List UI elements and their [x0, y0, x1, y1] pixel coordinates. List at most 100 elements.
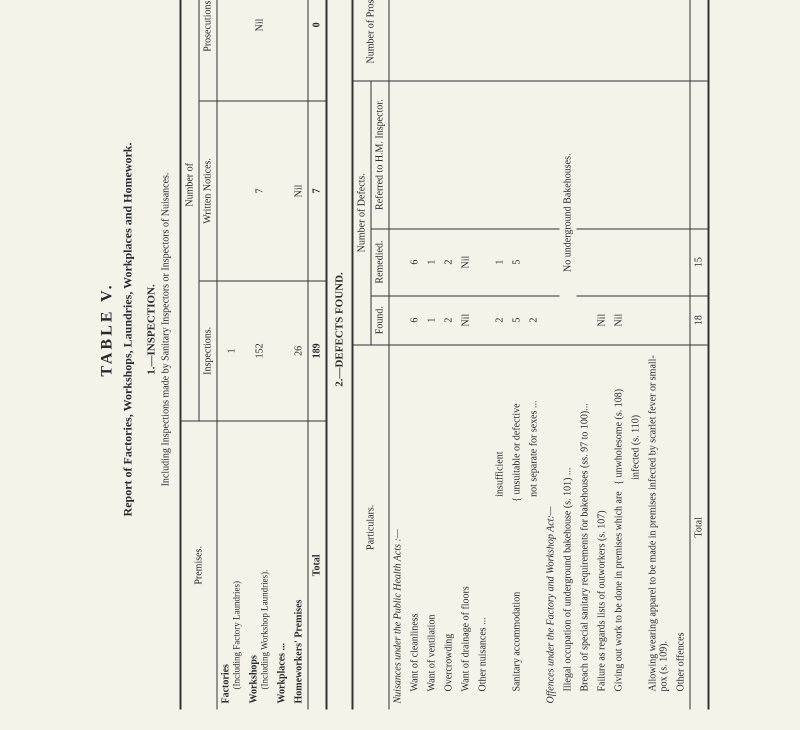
table-row: insufficient21	[492, 0, 509, 710]
particulars-cell: Breach of special sanitary requirements …	[577, 345, 594, 710]
found-cell: 6	[407, 296, 424, 345]
col-remedied: Remedied.	[371, 229, 389, 296]
table-row: Other nuisances ...	[475, 0, 492, 710]
prosec-cell	[492, 0, 509, 81]
total-referred	[690, 81, 709, 229]
table-row: Giving out work to be done in premises w…	[611, 0, 628, 710]
prosecutions-cell	[291, 0, 309, 101]
referred-cell	[611, 81, 628, 229]
written-cell	[274, 101, 291, 281]
remedied-cell: 1	[424, 229, 441, 296]
total-written: 7	[308, 101, 327, 281]
total-inspections: 189	[308, 281, 327, 421]
col-referred: Referred to H.M. Inspector.	[371, 81, 389, 229]
table-row: Sanitary accommodation { unsuitable or d…	[509, 0, 526, 710]
remedied-cell	[594, 229, 611, 296]
table-row: Want of drainage of floorsNilNil	[458, 0, 475, 710]
total-label: Total	[690, 345, 709, 710]
particulars-cell: not separate for sexes ...	[526, 345, 543, 710]
inspections-cell: 1	[217, 281, 246, 421]
particulars-cell: Want of ventilation	[424, 345, 441, 710]
prosec-cell	[424, 0, 441, 81]
particulars-cell: Failure as regards lists of outworkers (…	[594, 345, 611, 710]
prosecutions-cell	[274, 0, 291, 101]
table-row: Allowing wearing apparel to be made in p…	[645, 0, 673, 710]
referred-cell	[628, 81, 645, 229]
col-prosec: Number of Prosecutions	[353, 0, 390, 81]
prosec-cell	[560, 0, 577, 81]
written-cell: Nil	[291, 101, 309, 281]
total-label: Total	[308, 421, 327, 710]
referred-cell	[492, 81, 509, 229]
particulars-cell: Other offences	[673, 345, 691, 710]
col-inspections: Inspections.	[199, 281, 217, 421]
referred-cell	[673, 81, 691, 229]
remedied-cell	[628, 229, 645, 296]
found-cell: 2	[441, 296, 458, 345]
prosec-cell	[645, 0, 673, 81]
page: TABLE V. Report of Factories, Workshops,…	[99, 0, 710, 710]
col-numberof: Number of	[181, 0, 200, 421]
section1-sub: Including Inspections made by Sanitary I…	[161, 0, 172, 710]
particulars-cell: Want of drainage of floors	[458, 345, 475, 710]
prosec-cell	[611, 0, 628, 81]
section2-heading: 2.—DEFECTS FOUND.	[334, 0, 346, 710]
particulars-cell: Other nuisances ...	[475, 345, 492, 710]
referred-cell	[645, 81, 673, 229]
premises-cell: Factories(Including Factory Laundries)	[217, 421, 246, 710]
prosecutions-cell: Nil	[246, 0, 274, 101]
section1-heading: 1.—INSPECTION.	[146, 0, 158, 710]
premises-cell: Workshops(Including Workshop Laundries).	[246, 421, 274, 710]
table-row: Workshops(Including Workshop Laundries).…	[246, 0, 274, 710]
remedied-cell	[611, 229, 628, 296]
inspections-cell	[274, 281, 291, 421]
table-row: Failure as regards lists of outworkers (…	[594, 0, 611, 710]
prosec-cell	[441, 0, 458, 81]
particulars-cell: Giving out work to be done in premises w…	[611, 345, 628, 710]
remedied-cell	[475, 229, 492, 296]
found-cell: Nil	[458, 296, 475, 345]
remedied-cell	[526, 229, 543, 296]
table-row: Illegal occupation of underground bakeho…	[560, 0, 577, 710]
particulars-cell: Overcrowding	[441, 345, 458, 710]
written-cell	[217, 101, 246, 281]
found-cell	[475, 296, 492, 345]
particulars-cell: Sanitary accommodation { unsuitable or d…	[509, 345, 526, 710]
table-row: not separate for sexes ...2	[526, 0, 543, 710]
col-particulars: Particulars.	[353, 345, 390, 710]
table-row: Homeworkers' Premises26Nil	[291, 0, 309, 710]
found-cell: Nil	[611, 296, 628, 345]
prosec-cell	[526, 0, 543, 81]
col-written: Written Notices.	[199, 101, 217, 281]
prosec-cell	[594, 0, 611, 81]
particulars-cell: Illegal occupation of underground bakeho…	[560, 345, 577, 710]
premises-cell: Workplaces ...	[274, 421, 291, 710]
inspection-table: Premises. Number of Inspections. Written…	[180, 0, 328, 710]
remedied-cell	[673, 229, 691, 296]
found-cell: 2	[492, 296, 509, 345]
table-row: Breach of special sanitary requirements …	[577, 0, 594, 710]
remedied-cell: 5	[509, 229, 526, 296]
referred-cell	[475, 81, 492, 229]
total-found: 18	[690, 296, 709, 345]
group-row: Offences under the Factory and Workshop …	[543, 0, 560, 710]
inspections-cell: 152	[246, 281, 274, 421]
premises-cell: Homeworkers' Premises	[291, 421, 309, 710]
table-row: Want of cleanliness66	[407, 0, 424, 710]
group-label: Offences under the Factory and Workshop …	[543, 345, 560, 710]
group-row: Nuisances under the Public Health Acts :…	[389, 0, 407, 710]
particulars-cell: infected (s. 110)	[628, 345, 645, 710]
prosec-cell	[475, 0, 492, 81]
remedied-cell: 1	[492, 229, 509, 296]
group-label: Nuisances under the Public Health Acts :…	[389, 345, 407, 710]
particulars-cell: Want of cleanliness	[407, 345, 424, 710]
inspections-cell: 26	[291, 281, 309, 421]
remedied-cell: 6	[407, 229, 424, 296]
remedied-cell: 2	[441, 229, 458, 296]
col-premises: Premises.	[181, 421, 218, 710]
table-subtitle: Report of Factories, Workshops, Laundrie…	[121, 0, 136, 710]
referred-cell	[458, 81, 475, 229]
prosec-cell	[577, 0, 594, 81]
particulars-cell: insufficient	[492, 345, 509, 710]
total-row: Total18970	[308, 0, 327, 710]
